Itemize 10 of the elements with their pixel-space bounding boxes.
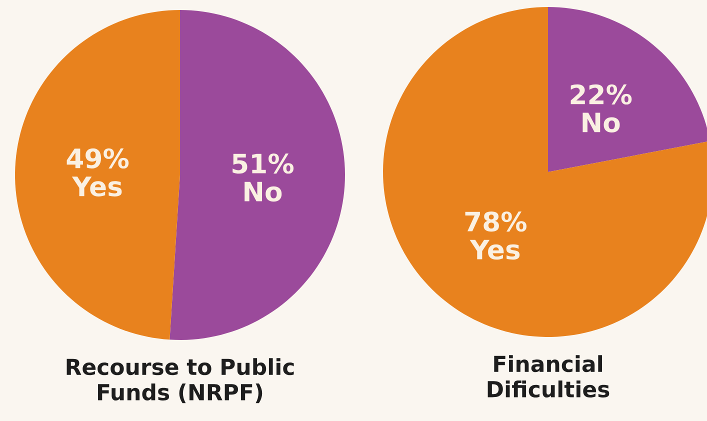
data-label: 78% (465, 211, 526, 232)
slice-label: Yes (470, 240, 520, 260)
data-label: 22% (570, 84, 632, 104)
text: Financial Dificulties (488, 355, 610, 398)
data-label: 49% (66, 148, 129, 168)
slice-label: No (244, 182, 282, 202)
slice-label: No (582, 112, 620, 132)
slice-label: Yes (72, 176, 122, 196)
data-label: 51% (232, 154, 294, 174)
text: Recourse to Public Funds (NRPF) (66, 358, 294, 404)
